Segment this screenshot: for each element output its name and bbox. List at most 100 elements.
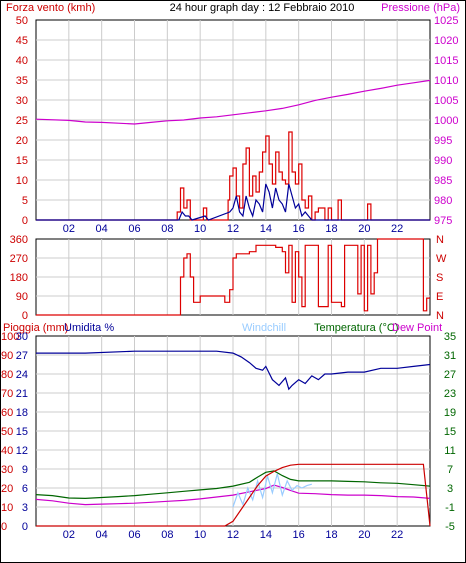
wind-y-tick: 20 — [16, 135, 28, 147]
wind-x-tick: 10 — [194, 223, 206, 235]
temperature-axis-title: Temperatura (°C) — [314, 322, 398, 334]
direction-y-tick: 0 — [22, 310, 28, 322]
temp-x-tick: 12 — [227, 529, 239, 541]
rain-y-tick: 90 — [1, 350, 13, 362]
temp-x-tick: 10 — [194, 529, 206, 541]
wind-x-tick: 14 — [260, 223, 272, 235]
compass-tick: N — [436, 310, 444, 322]
humidity-axis-title: Umidita % — [64, 322, 114, 334]
humidity-y-tick: 30 — [16, 331, 28, 343]
wind-x-tick: 08 — [161, 223, 173, 235]
rain-y-tick: 40 — [1, 445, 13, 457]
pressure-y-tick: 1000 — [434, 115, 458, 127]
humidity-y-tick: 6 — [22, 483, 28, 495]
rain-y-tick: 50 — [1, 426, 13, 438]
wind-x-tick: 18 — [325, 223, 337, 235]
wind-panel-series-1 — [36, 183, 430, 221]
humidity-y-tick: 0 — [22, 521, 28, 533]
temperature-y-tick: 19 — [444, 407, 456, 419]
graph-title: 24 hour graph day : 12 Febbraio 2010 — [170, 2, 355, 14]
direction-y-tick: 360 — [10, 234, 28, 246]
temp-panel-series-4 — [36, 463, 431, 527]
wind-y-tick: 30 — [16, 95, 28, 107]
temperature-y-tick: 23 — [444, 388, 456, 400]
rain-y-tick: 20 — [1, 483, 13, 495]
wind-panel-series-2 — [35, 79, 431, 125]
compass-tick: N — [436, 234, 444, 246]
wind-x-tick: 22 — [391, 223, 403, 235]
wind-y-tick: 40 — [16, 55, 28, 67]
rain-y-tick: 0 — [1, 521, 7, 533]
wind-y-tick: 45 — [16, 35, 28, 47]
temp-x-tick: 16 — [293, 529, 305, 541]
temperature-y-tick: 27 — [444, 369, 456, 381]
temperature-y-tick: 3 — [447, 483, 453, 495]
humidity-y-tick: 3 — [22, 502, 28, 514]
wind-x-tick: 04 — [96, 223, 108, 235]
temp-x-tick: 20 — [358, 529, 370, 541]
wind-y-tick: 25 — [16, 115, 28, 127]
wind-x-tick: 20 — [358, 223, 370, 235]
wind-y-tick: 5 — [22, 195, 28, 207]
temp-x-tick: 18 — [325, 529, 337, 541]
temp-x-tick: 02 — [63, 529, 75, 541]
direction-y-tick: 270 — [10, 253, 28, 265]
rain-y-tick: 70 — [1, 388, 13, 400]
wind-x-tick: 16 — [293, 223, 305, 235]
rain-y-tick: 10 — [1, 502, 13, 514]
pressure-y-tick: 985 — [434, 175, 452, 187]
pressure-y-tick: 1020 — [434, 35, 458, 47]
direction-series — [36, 238, 430, 316]
rain-y-tick: 30 — [1, 464, 13, 476]
direction-y-tick: 90 — [16, 291, 28, 303]
humidity-y-tick: 15 — [16, 426, 28, 438]
humidity-y-tick: 18 — [16, 407, 28, 419]
temp-panel-series-1 — [35, 470, 431, 500]
temp-panel-series-0 — [36, 350, 431, 391]
wind-y-tick: 10 — [16, 175, 28, 187]
dewpoint-legend: Dew Point — [392, 322, 442, 334]
humidity-y-tick: 12 — [16, 445, 28, 457]
compass-tick: W — [436, 253, 447, 265]
humidity-y-tick: 27 — [16, 350, 28, 362]
temp-panel-series-3 — [232, 473, 312, 508]
rain-y-tick: 60 — [1, 407, 13, 419]
pressure-y-tick: 1010 — [434, 75, 458, 87]
temp-x-tick: 08 — [161, 529, 173, 541]
pressure-y-tick: 980 — [434, 195, 452, 207]
humidity-y-tick: 9 — [22, 464, 28, 476]
pressure-y-tick: 990 — [434, 155, 452, 167]
rain-y-tick: 100 — [1, 331, 19, 343]
pressure-y-tick: 995 — [434, 135, 452, 147]
temperature-y-tick: 7 — [447, 464, 453, 476]
windchill-legend: Windchill — [242, 322, 286, 334]
wind-y-tick: 0 — [22, 215, 28, 227]
pressure-y-tick: 975 — [434, 215, 452, 227]
direction-y-tick: 180 — [10, 272, 28, 284]
compass-tick: E — [436, 291, 443, 303]
pressure-y-tick: 1015 — [434, 55, 458, 67]
wind-x-tick: 12 — [227, 223, 239, 235]
compass-tick: S — [436, 272, 443, 284]
temp-x-tick: 06 — [128, 529, 140, 541]
humidity-y-tick: 24 — [16, 369, 28, 381]
wind-y-tick: 50 — [16, 15, 28, 27]
rain-axis-title: Pioggia (mm) — [3, 322, 68, 334]
temperature-y-tick: 11 — [444, 445, 455, 457]
wind-x-tick: 02 — [63, 223, 75, 235]
wind-y-tick: 35 — [16, 75, 28, 87]
temp-x-tick: 04 — [96, 529, 108, 541]
rain-y-tick: 80 — [1, 369, 13, 381]
temperature-y-tick: -1 — [445, 502, 455, 514]
humidity-y-tick: 21 — [16, 388, 28, 400]
temperature-y-tick: 31 — [444, 350, 456, 362]
pressure-y-tick: 1005 — [434, 95, 458, 107]
temp-x-tick: 14 — [260, 529, 272, 541]
pressure-y-tick: 1025 — [434, 15, 458, 27]
wind-y-tick: 15 — [16, 155, 28, 167]
wind-x-tick: 06 — [128, 223, 140, 235]
temperature-y-tick: 35 — [444, 331, 456, 343]
pressure-axis-title: Pressione (hPa) — [381, 2, 460, 14]
wind-axis-title: Forza vento (kmh) — [6, 2, 95, 14]
